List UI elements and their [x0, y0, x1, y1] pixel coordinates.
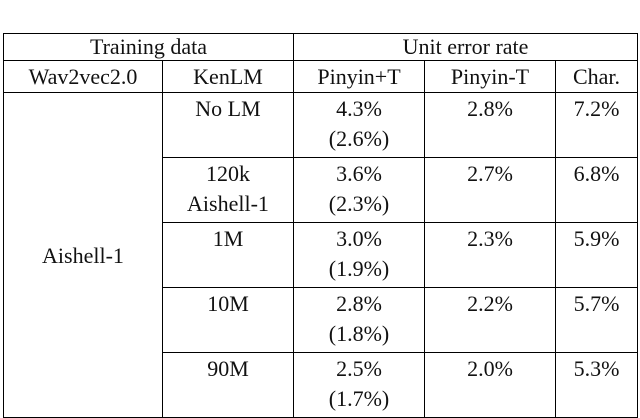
- data-cell: 5.7%: [554, 287, 639, 353]
- cell-text: 2.8%: [336, 291, 382, 316]
- cell-text: 2.5%: [336, 356, 382, 381]
- cell-text: (1.9%): [328, 256, 390, 281]
- cell-text: 5.3%: [573, 356, 620, 381]
- data-row: 10M 2.8% (1.8%) 2.2% 5.7%: [4, 287, 639, 353]
- cell-text: (1.7%): [328, 386, 390, 411]
- cell-text: (2.3%): [328, 191, 390, 216]
- cell-text: 4.3%: [336, 96, 382, 121]
- data-cell: 2.5% (1.7%): [293, 352, 425, 418]
- header-row: Wav2vec2.0 KenLM Pinyin+T Pinyin-T Char.: [3, 60, 639, 93]
- cell-text: (2.6%): [328, 126, 390, 151]
- group-text: Aishell-1: [42, 242, 124, 268]
- data-cell: 3.6% (2.3%): [293, 157, 425, 223]
- header-cell: Pinyin-T: [424, 60, 556, 93]
- data-row: Aishell-1 No LM 4.3% (2.6%) 2.8% 7.2%: [3, 92, 639, 418]
- header-text: Unit error rate: [402, 34, 529, 59]
- cell-text: 2.2%: [467, 291, 513, 316]
- data-cell: 2.7%: [424, 157, 556, 223]
- cell-text: No LM: [195, 96, 261, 121]
- header-cell: Wav2vec2.0: [3, 60, 163, 93]
- header-cell: KenLM: [162, 60, 294, 93]
- data-cell: 5.3%: [554, 352, 639, 418]
- header-cell: Unit error rate: [292, 33, 639, 61]
- header-cell: Pinyin+T: [293, 60, 425, 93]
- data-row: 1M 3.0% (1.9%) 2.3% 5.9%: [4, 222, 639, 288]
- cell-text: 3.0%: [336, 226, 382, 251]
- cell-text: (1.8%): [328, 321, 390, 346]
- header-text: Pinyin-T: [450, 64, 530, 89]
- cell-text: 5.7%: [573, 291, 620, 316]
- header-row: Training data Unit error rate: [3, 33, 639, 61]
- cell-text: 90M: [207, 356, 249, 381]
- header-text: Wav2vec2.0: [28, 64, 138, 89]
- cell-text: 1M: [212, 226, 244, 251]
- data-cell: 6.8%: [554, 157, 639, 223]
- table-body: Training data Unit error rate Wav2vec2.0 Ke…: [3, 33, 639, 418]
- header-text: KenLM: [193, 64, 263, 89]
- data-cell: 2.0%: [424, 352, 556, 418]
- data-row: 90M 2.5% (1.7%) 2.0% 5.3%: [4, 352, 639, 418]
- cell-text: 120k: [206, 161, 250, 186]
- cell-text: 2.8%: [467, 96, 513, 121]
- data-cell: 2.8% (1.8%): [293, 287, 425, 353]
- data-cell: 7.2%: [554, 92, 639, 158]
- cell-text: 3.6%: [336, 161, 382, 186]
- header-text: Pinyin+T: [317, 64, 401, 89]
- data-cell: 120k Aishell-1: [162, 157, 294, 223]
- cell-text: 2.3%: [467, 226, 513, 251]
- header-text: Char.: [572, 64, 621, 89]
- data-cell: 1M: [162, 222, 294, 288]
- header-text: Training data: [89, 34, 208, 59]
- data-cell: 3.0% (1.9%): [293, 222, 425, 288]
- cell-text: 5.9%: [573, 226, 620, 251]
- data-cell: 10M: [162, 287, 294, 353]
- data-cell: 2.8%: [424, 92, 556, 158]
- cell-text: 2.7%: [467, 161, 513, 186]
- header-cell: Training data: [3, 33, 294, 61]
- data-cell: No LM: [162, 92, 294, 158]
- data-cell: 2.3%: [424, 222, 556, 288]
- cell-text: 6.8%: [573, 161, 620, 186]
- data-cell: 5.9%: [554, 222, 639, 288]
- data-cell: 4.3% (2.6%): [293, 92, 425, 158]
- data-cell: 2.2%: [424, 287, 556, 353]
- cell-text: 10M: [207, 291, 249, 316]
- cell-text: Aishell-1: [187, 191, 269, 216]
- cell-text: 7.2%: [573, 96, 620, 121]
- group-cell: Aishell-1: [3, 92, 163, 418]
- cell-text: 2.0%: [467, 356, 513, 381]
- results-table: Training data Unit error rate Wav2vec2.0 Ke…: [3, 33, 639, 418]
- data-cell: 90M: [162, 352, 294, 418]
- header-cell: Char.: [554, 60, 639, 93]
